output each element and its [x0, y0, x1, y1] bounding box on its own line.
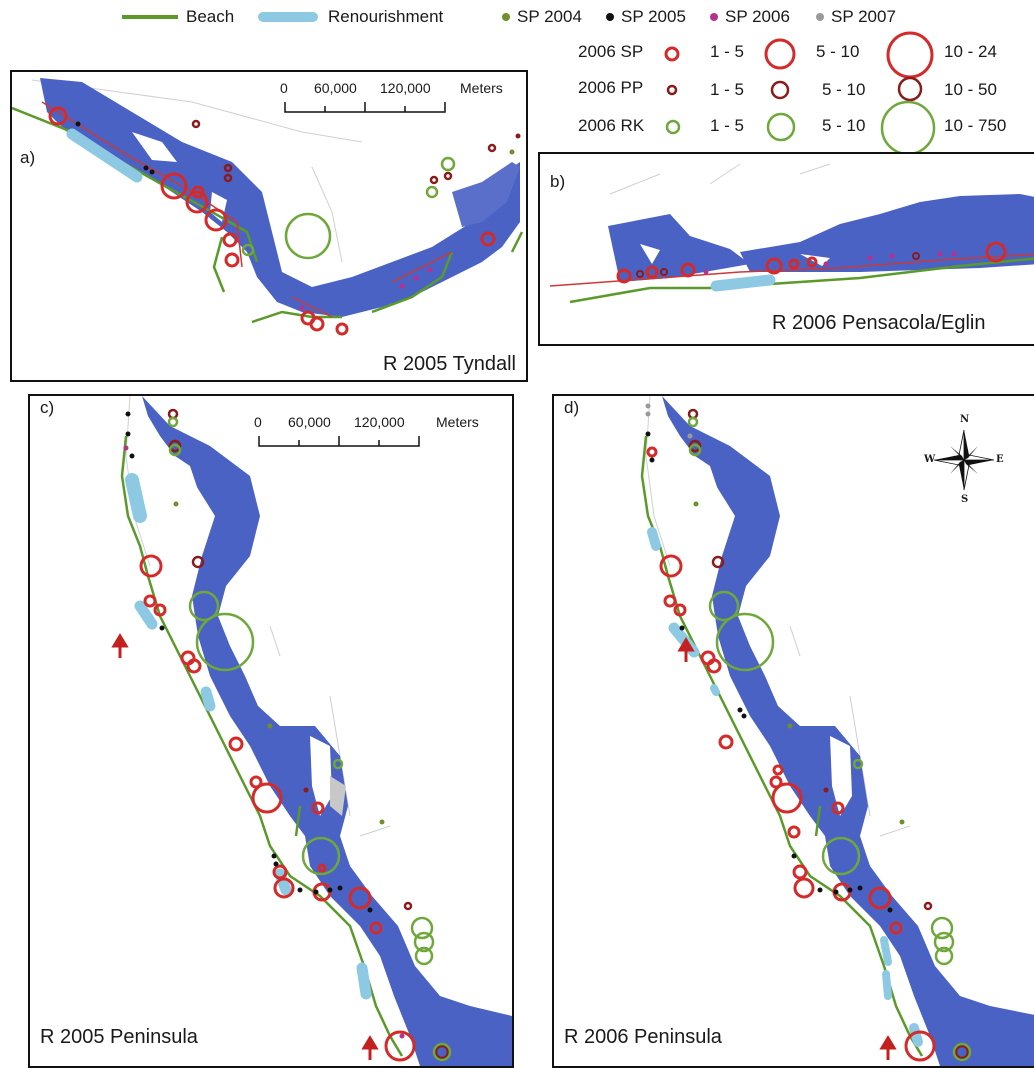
beach-line-icon — [122, 15, 178, 19]
size-label-sp-2: 5 - 10 — [816, 42, 860, 61]
renourishment-bar-icon — [258, 12, 318, 22]
legend-item-beach: Beach — [120, 4, 234, 30]
panel-d-caption: R 2006 Peninsula — [564, 1026, 722, 1048]
panel-a-scale-bar: 0 60,000 120,000 Meters — [280, 80, 522, 120]
legend-item-sp2006: SP 2006 — [708, 4, 790, 30]
panel-b-map-graphic — [549, 163, 1034, 304]
legend-label-sp2005: SP 2005 — [621, 7, 686, 26]
legend-label-renourishment: Renourishment — [328, 7, 444, 26]
legend-label-sp2006: SP 2006 — [725, 7, 790, 26]
size-label-pp-2: 5 - 10 — [822, 80, 866, 99]
compass-star-icon — [933, 429, 995, 491]
panel-a-tyndall-map: a) R 2005 Tyndall 0 60,000 120,000 Meter… — [10, 70, 528, 382]
panel-c-scale-bar: 0 60,000 120,000 Meters — [254, 414, 496, 454]
legend-item-sp2004: SP 2004 — [500, 4, 582, 30]
size-label-sp-1: 1 - 5 — [710, 42, 745, 61]
scale-tick-0: 0 — [280, 80, 288, 96]
scale-unit: Meters — [436, 414, 479, 430]
scale-bar-graphic — [258, 436, 420, 447]
panel-a-caption: R 2005 Tyndall — [382, 353, 516, 375]
compass-n: N — [960, 414, 970, 425]
compass-rose: N S E W — [924, 414, 1004, 506]
panel-d-letter: d) — [564, 398, 580, 417]
pp-small-circle-icon — [666, 84, 678, 96]
compass-w: W — [924, 454, 936, 465]
size-row-label-pp: 2006 PP — [578, 78, 644, 97]
panel-b-pensacola-eglin-map: b) R 2006 Pensacola/Eglin — [538, 152, 1034, 346]
scale-bar-graphic — [284, 102, 446, 113]
panel-d-map-graphic — [640, 396, 1034, 1066]
legend-item-sp2005: SP 2005 — [604, 4, 686, 30]
sp-medium-circle-icon — [764, 38, 796, 70]
panel-d-peninsula-2006-map: d) R 2006 Peninsula N S E W — [552, 394, 1034, 1068]
compass-e: E — [996, 454, 1004, 465]
scale-tick-60000: 60,000 — [314, 80, 357, 96]
panel-a-map-graphic — [12, 78, 524, 336]
size-row-label-rk: 2006 RK — [578, 116, 645, 135]
scale-unit: Meters — [460, 80, 503, 96]
size-label-rk-2: 5 - 10 — [822, 116, 866, 135]
scale-tick-120000: 120,000 — [380, 80, 431, 96]
size-label-pp-1: 1 - 5 — [710, 80, 745, 99]
size-label-rk-3: 10 - 750 — [944, 116, 1007, 135]
size-row-label-sp: 2006 SP — [578, 42, 644, 61]
rk-medium-circle-icon — [766, 112, 796, 142]
panel-c-letter: c) — [40, 398, 55, 417]
panel-b-letter: b) — [550, 172, 566, 191]
panel-c-map-graphic — [111, 396, 512, 1066]
rk-large-circle-icon — [880, 100, 936, 156]
pp-large-circle-icon — [897, 76, 923, 102]
sp-small-circle-icon — [664, 46, 680, 62]
compass-s: S — [961, 494, 969, 505]
sp2007-dot-icon — [816, 13, 824, 21]
panel-c-caption: R 2005 Peninsula — [40, 1026, 198, 1048]
rk-small-circle-icon — [665, 119, 681, 135]
scale-tick-0: 0 — [254, 414, 262, 430]
size-label-rk-1: 1 - 5 — [710, 116, 745, 135]
sp2004-dot-icon — [502, 13, 510, 21]
legend-label-beach: Beach — [186, 7, 235, 26]
sp2005-dot-icon — [606, 13, 614, 21]
size-label-sp-3: 10 - 24 — [944, 42, 997, 61]
sp2006-dot-icon — [710, 13, 718, 21]
size-label-pp-3: 10 - 50 — [944, 80, 997, 99]
legend-item-sp2007: SP 2007 — [814, 4, 896, 30]
panel-c-peninsula-2005-map: c) R 2005 Peninsula 0 60,000 120,000 Met… — [28, 394, 514, 1068]
panel-b-caption: R 2006 Pensacola/Eglin — [772, 312, 986, 334]
scale-tick-60000: 60,000 — [288, 414, 331, 430]
scale-tick-120000: 120,000 — [354, 414, 405, 430]
legend-item-renourishment: Renourishment — [258, 4, 443, 30]
panel-a-letter: a) — [20, 148, 36, 167]
legend-label-sp2007: SP 2007 — [831, 7, 896, 26]
legend-label-sp2004: SP 2004 — [517, 7, 582, 26]
pp-medium-circle-icon — [770, 80, 790, 100]
